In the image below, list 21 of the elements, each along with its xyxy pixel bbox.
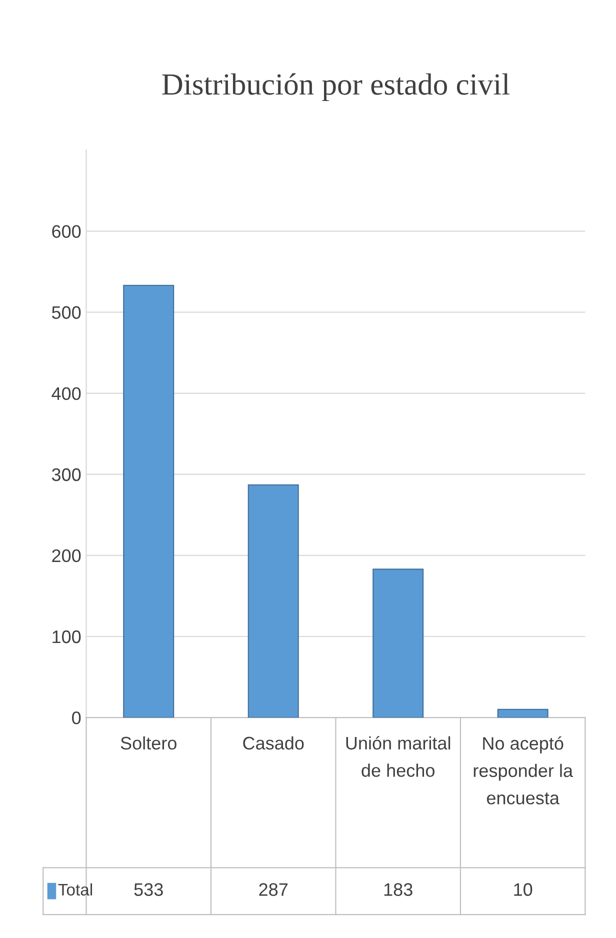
y-tick-label: 300: [52, 468, 81, 482]
data-label: 287: [259, 883, 288, 896]
data-label: 533: [134, 883, 163, 896]
chart-title: Distribución por estado civil: [162, 73, 510, 102]
data-label: 183: [384, 883, 412, 896]
bar: [497, 708, 548, 718]
legend-label: Total: [58, 883, 92, 896]
y-tick-label: 0: [72, 712, 81, 724]
bar: [248, 484, 299, 718]
x-tick-label: Casado: [243, 736, 304, 750]
y-tick-label: 500: [52, 306, 81, 319]
bar: [123, 284, 174, 718]
x-tick-label: Unión marital de hecho: [346, 736, 450, 777]
y-tick-label: 400: [52, 387, 81, 400]
bar: [372, 568, 424, 718]
y-tick-label: 600: [52, 225, 81, 238]
data-label: 10: [514, 883, 532, 896]
x-tick-label: No aceptó responder la encuesta: [474, 736, 574, 804]
y-tick-label: 100: [52, 630, 81, 644]
y-tick-label: 200: [52, 549, 81, 562]
x-tick-label: Soltero: [120, 736, 176, 750]
